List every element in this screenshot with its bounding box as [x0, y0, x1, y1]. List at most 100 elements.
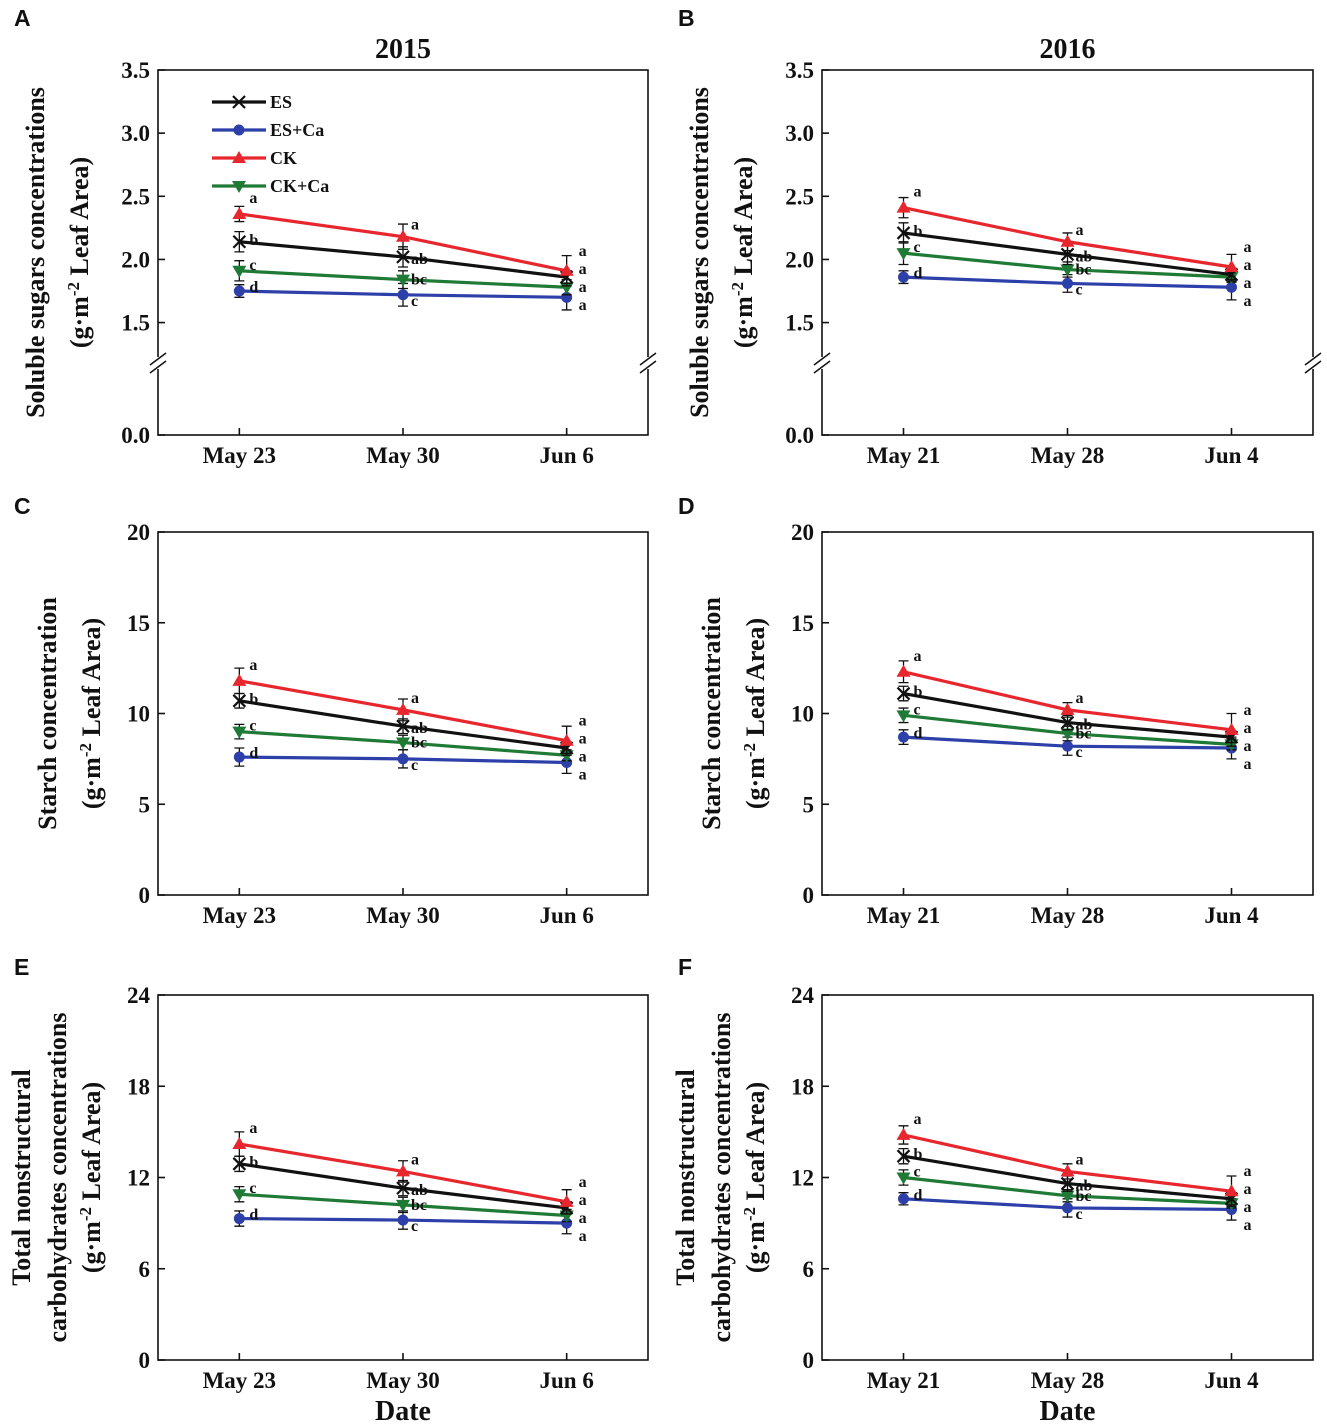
series-ck	[232, 205, 574, 287]
series-ck	[896, 660, 1239, 747]
significance-letter: a	[579, 767, 587, 784]
y-tick-label: 6	[139, 1257, 151, 1282]
axis-break-mark	[1304, 352, 1322, 374]
y-tick-label: 0	[803, 1348, 815, 1373]
legend: ES ES+Ca CK CK+Ca	[212, 92, 329, 196]
chart-panel-a: 0.0 1.5 2.0 2.5 3.0 3.5 May 23 May 30 Jun 6 2015 A…	[14, 5, 657, 468]
y-tick-label: 5	[803, 792, 815, 817]
data-point	[397, 289, 409, 301]
y-tick-label: 12	[791, 1166, 814, 1191]
chart-panel-c: 0 5 10 15 20 May 23 May 30 Jun 6 C Starch concent…	[14, 493, 649, 928]
significance-letter: bc	[411, 1197, 427, 1214]
significance-letter: a	[1076, 222, 1084, 239]
data-point	[397, 753, 409, 765]
y-axis-label: Starch concentration	[33, 597, 62, 830]
significance-letter: a	[1243, 257, 1251, 274]
y-tick-label: 3.5	[785, 58, 814, 83]
data-point	[1060, 715, 1075, 730]
data-point	[396, 229, 410, 242]
x-tick-label: May 23	[203, 903, 276, 928]
y-tick-label: 1.5	[785, 311, 814, 336]
x-tick-label: May 23	[203, 1368, 276, 1393]
significance-letter: c	[249, 718, 256, 735]
series-ck	[896, 1125, 1239, 1208]
significance-letter: bc	[1076, 1188, 1092, 1205]
significance-letter: c	[914, 239, 921, 256]
significance-letter: bc	[1076, 725, 1092, 742]
legend-label: ES+Ca	[270, 120, 324, 140]
data-point	[233, 1213, 245, 1225]
significance-letter: a	[579, 279, 587, 296]
significance-letter: a	[249, 190, 257, 207]
y-tick-label: 0	[139, 1348, 151, 1373]
significance-letter: a	[1243, 293, 1251, 310]
data-point	[396, 1164, 410, 1177]
x-tick-label: May 21	[867, 443, 940, 468]
axis-break-mark	[149, 352, 167, 374]
axis-break-gap	[816, 357, 828, 370]
data-point	[559, 263, 574, 276]
chart-title: 2015	[375, 34, 431, 65]
y-tick-label: 18	[127, 1074, 150, 1099]
significance-letter: ab	[1076, 717, 1093, 734]
y-tick-label: 0.0	[785, 423, 814, 448]
legend-marker	[232, 151, 246, 163]
x-tick-label: May 28	[1031, 1368, 1104, 1393]
y-tick-label: 20	[791, 520, 814, 545]
legend-marker	[232, 95, 246, 109]
y-axis-label: (g·m-2 Leaf Area)	[728, 157, 759, 348]
significance-letter: a	[249, 1120, 257, 1137]
panel-letter: B	[678, 5, 695, 31]
legend-marker	[233, 124, 245, 136]
significance-letter: d	[249, 279, 258, 296]
significance-letter: a	[579, 1192, 587, 1209]
y-axis-label: Starch concentration	[697, 597, 726, 830]
data-point	[896, 226, 911, 240]
y-tick-label: 24	[127, 983, 151, 1008]
data-point	[898, 1193, 910, 1205]
axis-break-gap	[642, 357, 654, 370]
data-point	[1225, 281, 1237, 293]
data-point	[233, 751, 245, 763]
y-tick-label: 5	[139, 792, 151, 817]
x-tick-label: Jun 6	[539, 1368, 593, 1393]
data-point	[898, 271, 910, 283]
y-axis-label: (g·m-2 Leaf Area)	[76, 618, 107, 809]
data-point	[232, 694, 247, 708]
significance-letter: a	[914, 648, 922, 665]
x-tick-label: Jun 4	[1204, 443, 1259, 468]
series-ck	[896, 196, 1239, 281]
data-point	[896, 200, 911, 213]
significance-letter: b	[249, 232, 258, 249]
data-point	[1224, 1184, 1239, 1197]
data-point	[896, 248, 911, 261]
axis-break-mark	[639, 352, 657, 374]
y-tick-label: 20	[127, 520, 150, 545]
significance-letter: a	[579, 749, 587, 766]
data-point	[896, 686, 911, 701]
x-tick-label: May 28	[1031, 903, 1104, 928]
data-point	[396, 1181, 410, 1195]
series-es	[232, 692, 574, 755]
chart-panel-b: 0.0 1.5 2.0 2.5 3.0 3.5 May 21 May 28 Jun 4 2016 B…	[678, 5, 1322, 468]
data-point	[896, 710, 911, 723]
legend-label: CK	[270, 148, 297, 168]
significance-letter: c	[1076, 1206, 1083, 1223]
significance-letter: bc	[411, 272, 427, 289]
y-tick-label: 6	[803, 1257, 815, 1282]
significance-letter: a	[1243, 1181, 1251, 1198]
data-point	[1062, 740, 1073, 752]
data-point	[559, 733, 574, 746]
significance-letter: bc	[411, 735, 427, 752]
significance-letter: a	[1076, 1151, 1084, 1168]
data-point	[232, 673, 247, 686]
significance-letter: a	[411, 1151, 419, 1168]
data-point	[1060, 702, 1075, 715]
data-point	[1062, 1202, 1073, 1214]
y-tick-label: 10	[791, 702, 814, 727]
y-tick-label: 15	[127, 611, 150, 636]
significance-letter: a	[579, 1228, 587, 1245]
significance-letter: a	[579, 731, 587, 748]
legend-label: ES	[270, 92, 292, 112]
significance-letter: a	[1243, 702, 1251, 719]
